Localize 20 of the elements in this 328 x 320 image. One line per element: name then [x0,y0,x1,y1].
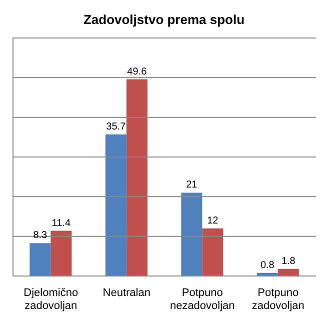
data-label: 21 [186,180,198,191]
bar [181,192,202,276]
data-label: 8.3 [33,230,48,242]
data-label: 35.7 [106,121,126,132]
data-label: 12 [207,215,219,226]
chart-title: Zadovoljstvo prema spolu [82,11,246,29]
data-label: 49.6 [127,66,148,78]
x-tick-label: Djelomično zadovoljan [24,287,78,312]
bar [278,268,299,276]
bar [202,228,224,276]
x-tick-label: Neutralan [102,287,150,299]
x-tick-label: Potpuno nezadovoljan [170,287,235,312]
bar [50,230,72,276]
bar [30,243,51,276]
bar [105,134,126,276]
bar [126,79,148,276]
x-tick-label: Potpuno zadovoljan [252,287,304,312]
data-label: 1.8 [281,256,296,267]
data-label: 11.4 [52,218,71,229]
data-label: 0.8 [260,260,275,271]
